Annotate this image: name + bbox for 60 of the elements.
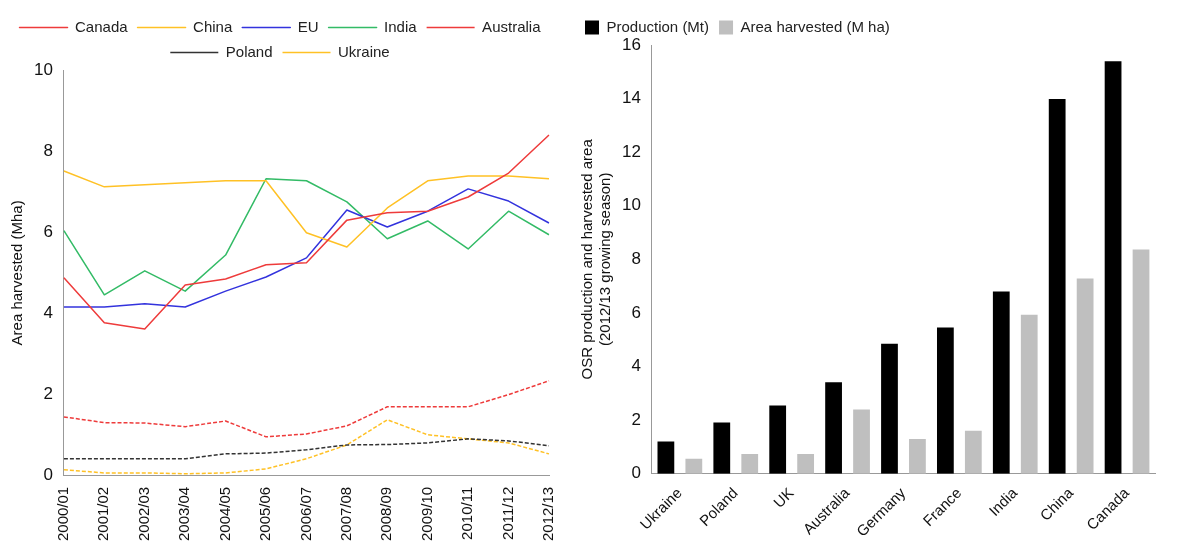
x-tick-label: 2008/09: [377, 486, 395, 542]
x-tick-label: 2011/12: [498, 486, 516, 540]
legend-label: Canada: [75, 17, 129, 35]
y-tick-label: 8: [631, 249, 641, 269]
y-tick-label: 12: [621, 141, 641, 161]
bar: [1076, 278, 1094, 474]
y-tick-label: 2: [631, 409, 641, 429]
legend-label: Australia: [482, 17, 542, 35]
x-tick-label: 2001/02: [94, 486, 112, 542]
y-tick-label: 0: [43, 465, 53, 485]
legend-label: Area harvested (M ha): [740, 17, 890, 35]
bar: [657, 441, 675, 474]
line-series: [63, 438, 550, 460]
bar: [741, 454, 759, 474]
y-tick-label: 10: [621, 195, 641, 215]
bar: [964, 430, 982, 474]
bar: [685, 458, 703, 474]
x-tick-label: 2010/11: [458, 486, 476, 540]
bar: [909, 439, 926, 474]
x-tick-label: 2007/08: [337, 486, 355, 542]
bar: [1020, 314, 1038, 474]
legend-label: China: [193, 17, 233, 35]
y-tick-label: 2: [43, 384, 53, 404]
legend-label: Ukraine: [338, 42, 390, 60]
bar: [881, 343, 898, 474]
x-tick-label: 2006/07: [296, 486, 314, 542]
line-series: [63, 380, 550, 438]
y-tick-label: 6: [43, 222, 53, 241]
y-tick-label: 4: [631, 356, 641, 376]
y-axis-title: Area harvested (Mha): [8, 200, 26, 346]
legend-label: EU: [297, 17, 319, 35]
bar: [992, 291, 1010, 474]
y-tick-label: 10: [33, 59, 53, 79]
y-tick-label: 0: [631, 463, 641, 483]
x-tick-label: UK: [769, 484, 797, 511]
bar: [1048, 99, 1066, 474]
bar: [769, 405, 787, 474]
y-axis-title: OSR production and harvested area (2012/13 growing season): [578, 138, 614, 380]
x-tick-label: 2002/03: [134, 486, 152, 542]
bar: [936, 327, 954, 474]
x-tick-label: 2012/13: [539, 486, 557, 542]
y-tick-label: 6: [631, 302, 641, 322]
x-tick-label: 2009/10: [417, 486, 435, 542]
y-tick-label: 4: [43, 303, 53, 323]
x-tick-label: 2004/05: [215, 486, 233, 542]
bar: [825, 382, 842, 474]
x-tick-label: 2003/04: [175, 486, 193, 542]
bar: [1104, 61, 1122, 474]
legend-label: India: [384, 17, 418, 35]
bar: [797, 454, 815, 474]
y-tick-label: 8: [43, 140, 53, 160]
bar: [1132, 249, 1150, 474]
bar: [713, 422, 731, 474]
bar: [853, 409, 870, 474]
y-tick-label: 16: [621, 34, 641, 54]
x-tick-label: 2005/06: [256, 486, 274, 542]
y-tick-label: 14: [621, 88, 641, 108]
x-tick-label: 2000/01: [54, 486, 72, 542]
legend-label: Poland: [225, 42, 273, 60]
legend-label: Production (Mt): [606, 17, 710, 35]
